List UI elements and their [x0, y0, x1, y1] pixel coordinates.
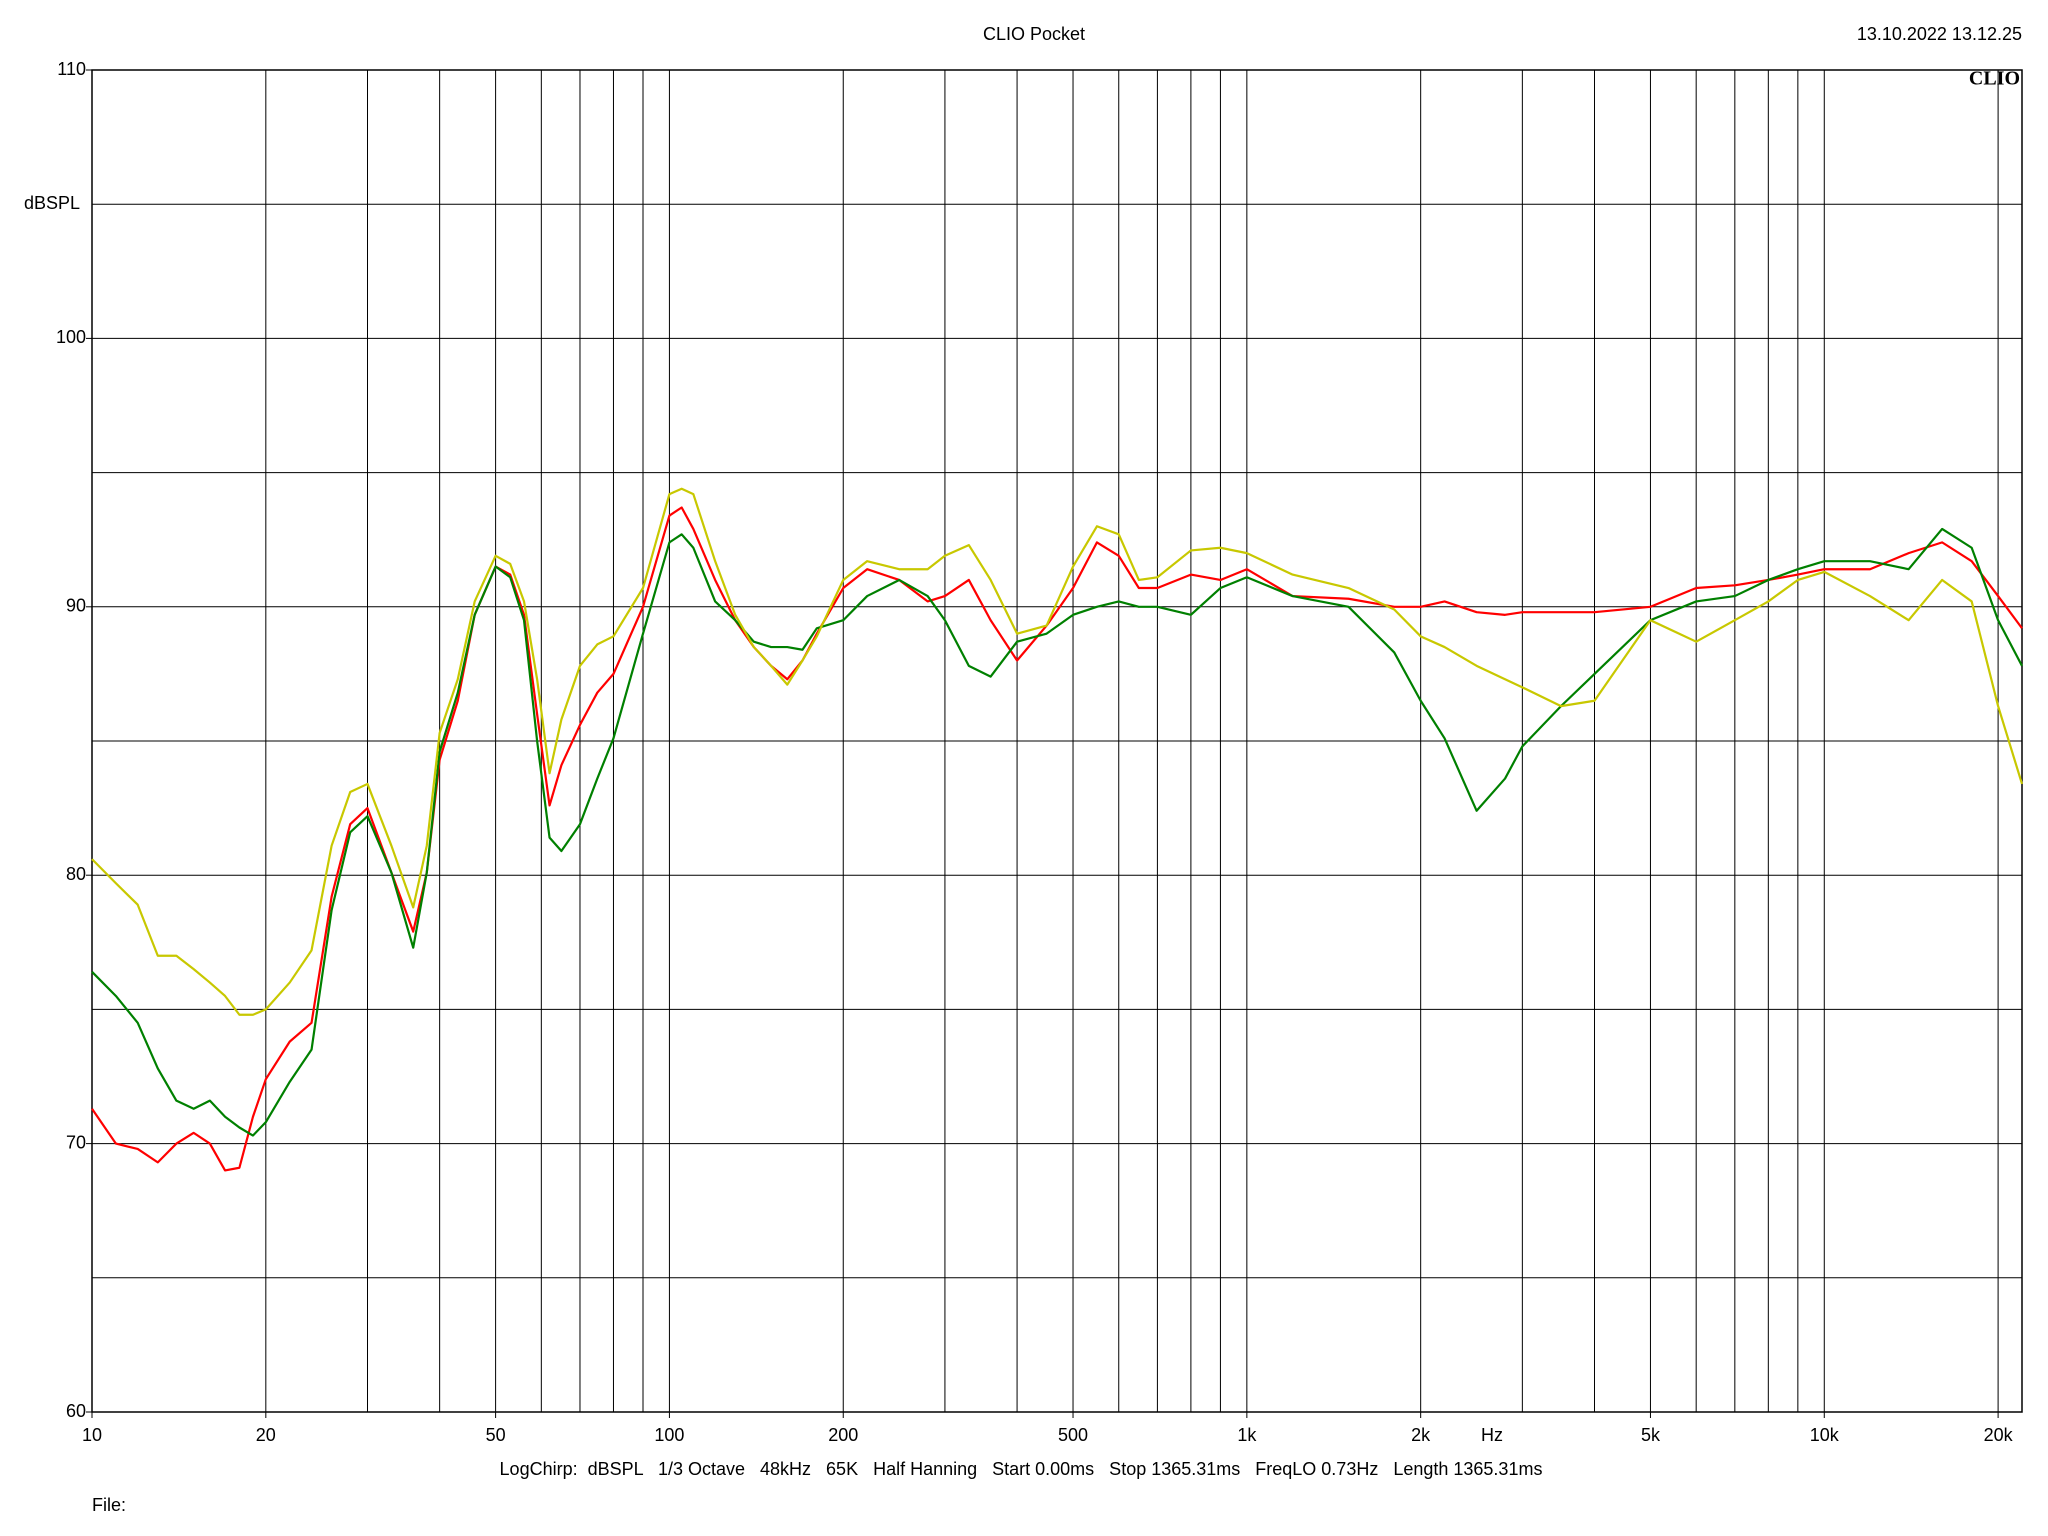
y-tick-label: 90 — [66, 596, 86, 616]
y-tick-label: 70 — [66, 1132, 86, 1152]
timestamp: 13.10.2022 13.12.25 — [1857, 24, 2022, 44]
x-tick-label: 5k — [1641, 1425, 1661, 1445]
series-line — [91, 487, 2024, 1016]
x-tick-label: 10 — [82, 1425, 102, 1445]
x-tick-label: 500 — [1058, 1425, 1088, 1445]
x-tick-label: 10k — [1810, 1425, 1840, 1445]
series-line — [91, 527, 2023, 1137]
chart-title: CLIO Pocket — [983, 24, 1085, 44]
logo: CLIO — [1969, 68, 2020, 90]
y-tick-label: 80 — [66, 864, 86, 884]
footer: LogChirp: dBSPL 1/3 Octave 48kHz 65K Hal… — [500, 1459, 1543, 1479]
x-tick-label: 100 — [654, 1425, 684, 1445]
y-tick-label: 60 — [66, 1401, 86, 1421]
y-tick-label: 100 — [56, 327, 86, 347]
x-tick-label: 20k — [1984, 1425, 2014, 1445]
x-axis-label: Hz — [1481, 1425, 1503, 1445]
file-label: File: — [92, 1495, 126, 1515]
y-tick-label: 110 — [57, 59, 86, 79]
x-tick-label: 50 — [486, 1425, 506, 1445]
x-tick-label: 1k — [1237, 1425, 1257, 1445]
x-tick-label: 2k — [1411, 1425, 1431, 1445]
plot-frame — [91, 69, 2023, 1413]
y-axis-label: dBSPL — [24, 193, 80, 213]
x-tick-label: 200 — [828, 1425, 858, 1445]
x-tick-label: 20 — [256, 1425, 276, 1445]
